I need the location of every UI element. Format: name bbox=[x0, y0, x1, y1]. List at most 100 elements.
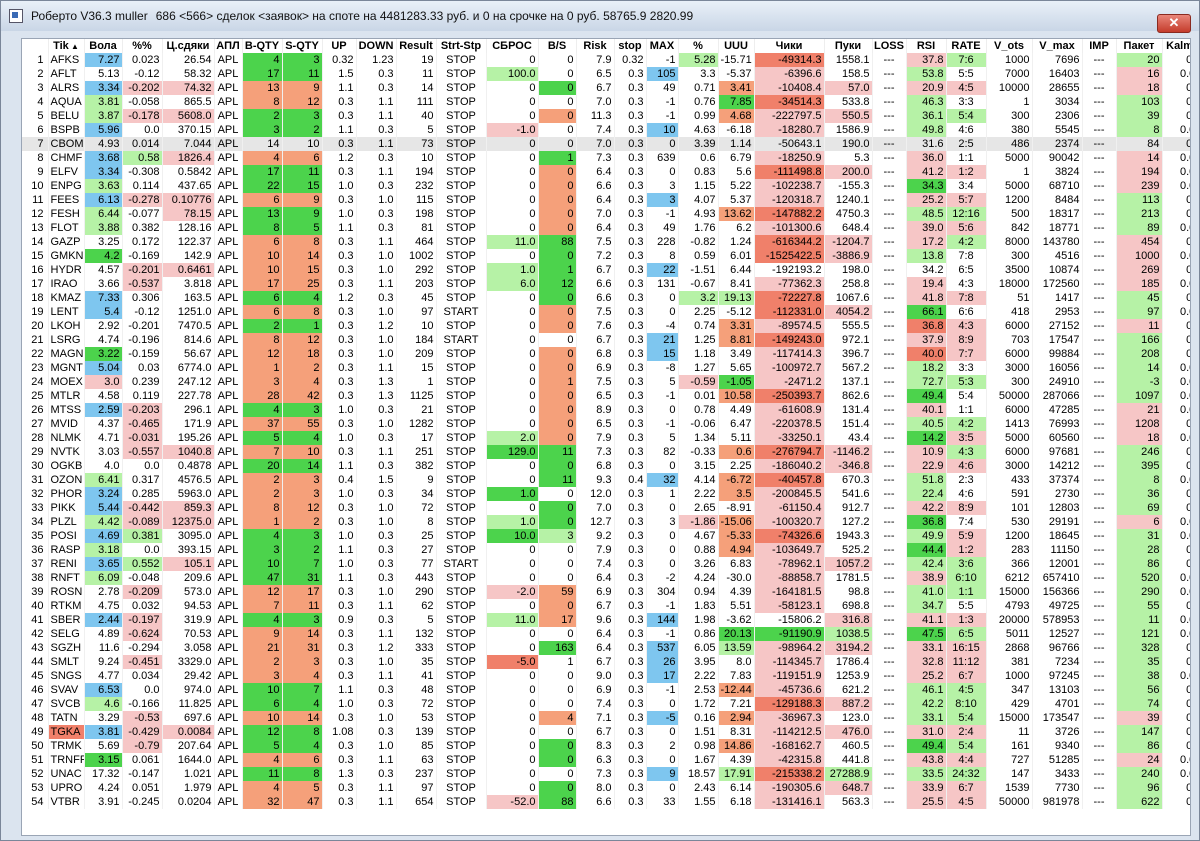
cell-rate[interactable]: 4:2 bbox=[946, 235, 987, 249]
cell-max[interactable]: 5 bbox=[646, 375, 679, 389]
cell-ц-сдяки[interactable]: 12375.0 bbox=[162, 515, 215, 529]
cell-вола[interactable]: 3.91 bbox=[84, 795, 123, 809]
cell-stop[interactable]: 0.3 bbox=[614, 277, 647, 291]
cell-v-ots[interactable]: 530 bbox=[986, 515, 1033, 529]
cell-imp[interactable]: --- bbox=[1082, 529, 1117, 543]
cell-tik[interactable]: MOEX bbox=[48, 375, 85, 389]
cell-rsi[interactable]: 46.1 bbox=[906, 683, 947, 697]
cell-s-qty[interactable]: 6 bbox=[282, 753, 323, 767]
cell-loss[interactable]: --- bbox=[872, 669, 907, 683]
cell-апл[interactable]: APL bbox=[214, 403, 243, 417]
column-header-max[interactable]: MAX bbox=[646, 39, 679, 53]
cell-down[interactable]: 1.0 bbox=[356, 333, 397, 347]
cell-b-s[interactable]: 0 bbox=[538, 571, 577, 585]
cell-ц-сдяки[interactable]: 195.26 bbox=[162, 431, 215, 445]
cell-down[interactable]: 1.3 bbox=[356, 389, 397, 403]
cell-col[interactable]: -0.201 bbox=[122, 263, 163, 277]
cell-пакет[interactable]: 38 bbox=[1116, 669, 1163, 683]
cell-s-qty[interactable]: 4 bbox=[282, 375, 323, 389]
cell-rsi[interactable]: 36.8 bbox=[906, 319, 947, 333]
cell-v-max[interactable]: 11150 bbox=[1032, 543, 1083, 557]
cell-stop[interactable]: 0.3 bbox=[614, 543, 647, 557]
cell-апл[interactable]: APL bbox=[214, 333, 243, 347]
cell-strt-stp[interactable]: STOP bbox=[436, 501, 487, 515]
cell-вола[interactable]: 2.92 bbox=[84, 319, 123, 333]
cell-max[interactable]: -5 bbox=[646, 711, 679, 725]
cell-imp[interactable]: --- bbox=[1082, 361, 1117, 375]
cell-v-ots[interactable]: 1 bbox=[986, 95, 1033, 109]
cell-чики[interactable]: -147882.2 bbox=[754, 207, 825, 221]
cell-col[interactable]: -0.442 bbox=[122, 501, 163, 515]
cell-max[interactable]: 32 bbox=[646, 473, 679, 487]
cell-risk[interactable]: 6.7 bbox=[576, 263, 615, 277]
cell-сброс[interactable]: 0 bbox=[486, 739, 539, 753]
cell-b-s[interactable]: 88 bbox=[538, 235, 577, 249]
cell-вола[interactable]: 2.44 bbox=[84, 613, 123, 627]
table-row[interactable]: 34 PLZL 4.42 -0.089 12375.0 APL 1 2 0.3 1.0 8 STOP 1… bbox=[22, 515, 1190, 529]
cell-down[interactable]: 1.1 bbox=[356, 277, 397, 291]
cell-col[interactable]: 1.76 bbox=[678, 221, 719, 235]
cell-tik[interactable]: SVAV bbox=[48, 683, 85, 697]
cell-up[interactable]: 0.3 bbox=[322, 711, 357, 725]
row-index-cell[interactable]: 31 bbox=[22, 473, 49, 487]
cell-strt-stp[interactable]: STOP bbox=[436, 179, 487, 193]
cell-b-qty[interactable]: 7 bbox=[242, 599, 283, 613]
cell-kalman[interactable]: 0.04 bbox=[1162, 207, 1190, 221]
cell-imp[interactable]: --- bbox=[1082, 207, 1117, 221]
cell-max[interactable]: -1 bbox=[646, 95, 679, 109]
cell-вола[interactable]: 3.0 bbox=[84, 375, 123, 389]
cell-s-qty[interactable]: 2 bbox=[282, 543, 323, 557]
row-index-cell[interactable]: 14 bbox=[22, 235, 49, 249]
cell-s-qty[interactable]: 10 bbox=[282, 445, 323, 459]
table-row[interactable]: 44 SMLT 9.24 -0.451 3329.0 APL 2 3 0.3 1.0 35 STOP -… bbox=[22, 655, 1190, 669]
row-index-cell[interactable]: 36 bbox=[22, 543, 49, 557]
cell-s-qty[interactable]: 17 bbox=[282, 585, 323, 599]
cell-s-qty[interactable]: 3 bbox=[282, 53, 323, 67]
cell-risk[interactable]: 7.4 bbox=[576, 123, 615, 137]
cell-rate[interactable]: 5:4 bbox=[946, 389, 987, 403]
cell-uuu[interactable]: -8.91 bbox=[718, 501, 755, 515]
cell-апл[interactable]: APL bbox=[214, 221, 243, 235]
cell-risk[interactable]: 9.2 bbox=[576, 529, 615, 543]
cell-rsi[interactable]: 42.4 bbox=[906, 557, 947, 571]
row-index-cell[interactable]: 5 bbox=[22, 109, 49, 123]
cell-v-max[interactable]: 28655 bbox=[1032, 81, 1083, 95]
cell-max[interactable]: 228 bbox=[646, 235, 679, 249]
cell-b-s[interactable]: 1 bbox=[538, 655, 577, 669]
cell-col[interactable]: 4.63 bbox=[678, 123, 719, 137]
cell-tik[interactable]: OZON bbox=[48, 473, 85, 487]
cell-b-qty[interactable]: 21 bbox=[242, 641, 283, 655]
cell-b-s[interactable]: 0 bbox=[538, 557, 577, 571]
cell-loss[interactable]: --- bbox=[872, 725, 907, 739]
cell-down[interactable]: 0.3 bbox=[356, 81, 397, 95]
cell-пакет[interactable]: 166 bbox=[1116, 333, 1163, 347]
cell-вола[interactable]: 6.41 bbox=[84, 473, 123, 487]
row-index-cell[interactable]: 38 bbox=[22, 571, 49, 585]
cell-imp[interactable]: --- bbox=[1082, 613, 1117, 627]
cell-rsi[interactable]: 34.2 bbox=[906, 263, 947, 277]
cell-s-qty[interactable]: 7 bbox=[282, 557, 323, 571]
cell-b-s[interactable]: 0 bbox=[538, 431, 577, 445]
cell-stop[interactable]: 0.3 bbox=[614, 711, 647, 725]
cell-loss[interactable]: --- bbox=[872, 81, 907, 95]
row-index-cell[interactable]: 48 bbox=[22, 711, 49, 725]
cell-col[interactable]: -0.67 bbox=[678, 277, 719, 291]
cell-ц-сдяки[interactable]: 3095.0 bbox=[162, 529, 215, 543]
cell-strt-stp[interactable]: STOP bbox=[436, 165, 487, 179]
cell-down[interactable]: 1.1 bbox=[356, 669, 397, 683]
cell-imp[interactable]: --- bbox=[1082, 501, 1117, 515]
cell-чики[interactable]: -100320.7 bbox=[754, 515, 825, 529]
cell-b-s[interactable]: 0 bbox=[538, 515, 577, 529]
cell-max[interactable]: 10 bbox=[646, 123, 679, 137]
cell-rsi[interactable]: 51.8 bbox=[906, 473, 947, 487]
cell-col[interactable]: -0.077 bbox=[122, 207, 163, 221]
cell-rsi[interactable]: 37.9 bbox=[906, 333, 947, 347]
cell-апл[interactable]: APL bbox=[214, 81, 243, 95]
cell-пакет[interactable]: 97 bbox=[1116, 305, 1163, 319]
table-row[interactable]: 4 AQUA 3.81 -0.058 865.5 APL 8 12 0.3 1.1 111 STOP 0… bbox=[22, 95, 1190, 109]
cell-max[interactable]: -2 bbox=[646, 571, 679, 585]
cell-чики[interactable]: -200845.5 bbox=[754, 487, 825, 501]
cell-rsi[interactable]: 49.8 bbox=[906, 123, 947, 137]
table-row[interactable]: 6 BSPB 5.96 0.0 370.15 APL 3 2 1.1 0.3 5 STOP -1.0 0 7… bbox=[22, 123, 1190, 137]
cell-result[interactable]: 34 bbox=[396, 487, 437, 501]
